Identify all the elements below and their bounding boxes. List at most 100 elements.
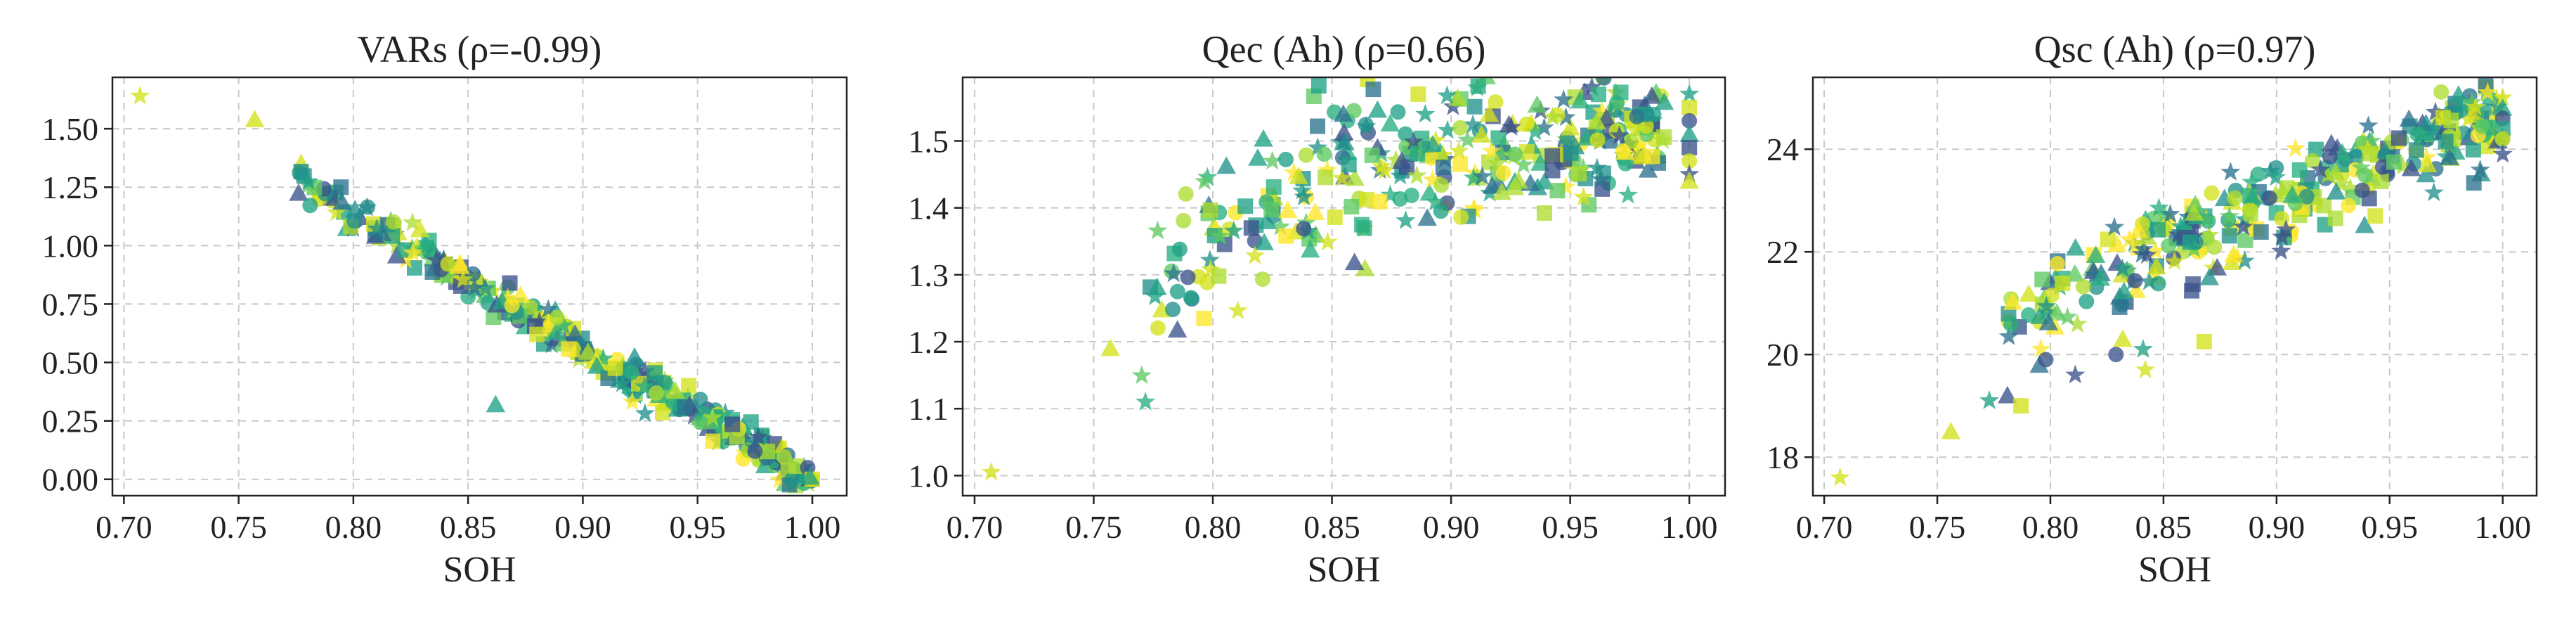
data-point xyxy=(1165,302,1181,318)
data-point xyxy=(1270,216,1291,236)
data-point xyxy=(1556,107,1576,127)
data-point xyxy=(1679,171,1699,189)
data-point xyxy=(1199,250,1220,269)
scatter-points xyxy=(1830,77,2513,487)
data-point xyxy=(1398,126,1414,142)
data-point xyxy=(2466,175,2482,191)
data-point xyxy=(1248,148,1268,166)
data-point xyxy=(1549,183,1566,199)
data-point xyxy=(2219,206,2239,225)
data-point xyxy=(1334,104,1353,122)
data-point xyxy=(1479,104,1500,122)
data-point xyxy=(776,449,793,465)
data-point xyxy=(2417,155,2438,173)
data-point xyxy=(2399,109,2419,127)
data-point xyxy=(360,199,376,215)
data-point xyxy=(1327,209,1343,225)
data-point xyxy=(2065,238,2086,256)
data-point xyxy=(2112,258,2133,278)
data-point xyxy=(2487,96,2508,116)
data-point xyxy=(1527,95,1547,113)
data-point xyxy=(2265,167,2286,186)
data-point xyxy=(1490,130,1507,146)
data-point xyxy=(1196,310,1212,326)
data-point xyxy=(396,250,416,269)
data-point xyxy=(1544,162,1561,179)
data-point xyxy=(1464,167,1484,187)
x-tick-label: 0.75 xyxy=(210,509,267,545)
data-point xyxy=(2235,250,2255,270)
data-point xyxy=(1437,85,1457,105)
data-point xyxy=(1644,148,1660,165)
data-point xyxy=(1679,83,1700,103)
data-point xyxy=(422,243,438,259)
data-point xyxy=(1679,124,1699,142)
data-point xyxy=(2474,118,2490,134)
data-point xyxy=(440,256,456,272)
y-tick-label: 20 xyxy=(1767,337,1799,373)
data-point xyxy=(2038,313,2059,330)
data-point xyxy=(2149,221,2166,238)
data-point xyxy=(724,416,741,432)
data-point xyxy=(2038,352,2054,368)
data-point xyxy=(1482,176,1502,194)
data-point xyxy=(1625,120,1645,139)
data-point xyxy=(1470,78,1486,94)
data-point xyxy=(332,192,352,210)
data-point xyxy=(2298,188,2315,205)
data-point xyxy=(1254,129,1273,147)
data-point xyxy=(1266,179,1282,195)
data-point xyxy=(475,278,496,297)
data-point xyxy=(1345,168,1365,186)
data-point xyxy=(1263,201,1280,217)
data-point xyxy=(1298,147,1314,163)
x-tick-label: 0.75 xyxy=(1065,509,1122,545)
x-tick-label: 0.85 xyxy=(2135,509,2192,545)
data-point xyxy=(1396,210,1416,229)
data-point xyxy=(1570,91,1590,109)
data-point xyxy=(2363,163,2383,182)
data-point xyxy=(1563,145,1579,161)
data-point xyxy=(1681,99,1698,115)
x-tick-label: 0.80 xyxy=(2022,509,2079,545)
data-point xyxy=(2470,159,2490,179)
data-point xyxy=(1589,132,1606,148)
data-point xyxy=(578,342,598,360)
data-point xyxy=(1380,114,1400,131)
data-point xyxy=(1354,217,1370,233)
data-point xyxy=(403,242,423,262)
scatter-points xyxy=(130,85,821,494)
data-point xyxy=(1147,220,1168,240)
x-axis-label: SOH xyxy=(1307,550,1380,590)
data-point xyxy=(502,275,518,291)
data-point xyxy=(2171,216,2191,236)
data-point xyxy=(1509,171,1528,189)
data-point xyxy=(1318,231,1338,251)
data-point xyxy=(654,404,670,420)
data-point xyxy=(981,461,1001,481)
panel-title-qsc: Qsc (Ah) (ρ=0.97) xyxy=(2034,28,2316,70)
data-point xyxy=(529,311,549,330)
data-point xyxy=(1582,77,1602,96)
data-point xyxy=(2199,225,2220,244)
data-point xyxy=(1415,103,1436,123)
data-point xyxy=(2354,182,2370,198)
data-point xyxy=(1453,209,1469,225)
data-point xyxy=(702,407,723,427)
data-point xyxy=(729,429,745,445)
data-point xyxy=(538,299,559,318)
y-tick-label: 0.25 xyxy=(42,404,99,439)
data-point xyxy=(2133,239,2154,258)
data-point xyxy=(2013,398,2029,414)
data-point xyxy=(2317,164,2338,184)
data-point xyxy=(1294,186,1314,206)
data-point xyxy=(1195,171,1215,191)
data-point xyxy=(1433,203,1449,219)
data-point xyxy=(1164,263,1184,283)
data-point xyxy=(1615,142,1635,160)
data-point xyxy=(2310,159,2331,179)
data-point xyxy=(1200,259,1221,278)
data-point xyxy=(2204,185,2220,201)
data-point xyxy=(245,110,265,127)
data-point xyxy=(2021,307,2037,323)
